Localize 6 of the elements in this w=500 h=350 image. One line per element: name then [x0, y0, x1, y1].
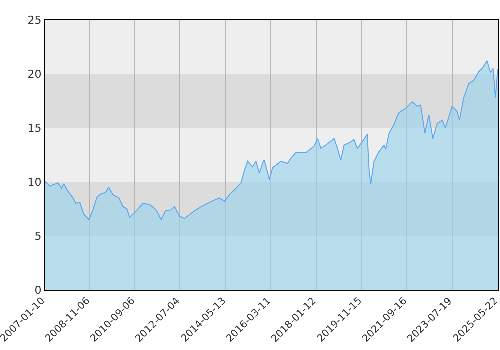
y-tick-label: 15 [28, 122, 42, 135]
y-tick-label: 10 [28, 176, 42, 189]
y-tick-label: 25 [28, 14, 42, 27]
y-tick-label: 5 [34, 230, 42, 243]
y-tick-label: 0 [34, 284, 42, 297]
y-tick-label: 20 [28, 68, 42, 81]
